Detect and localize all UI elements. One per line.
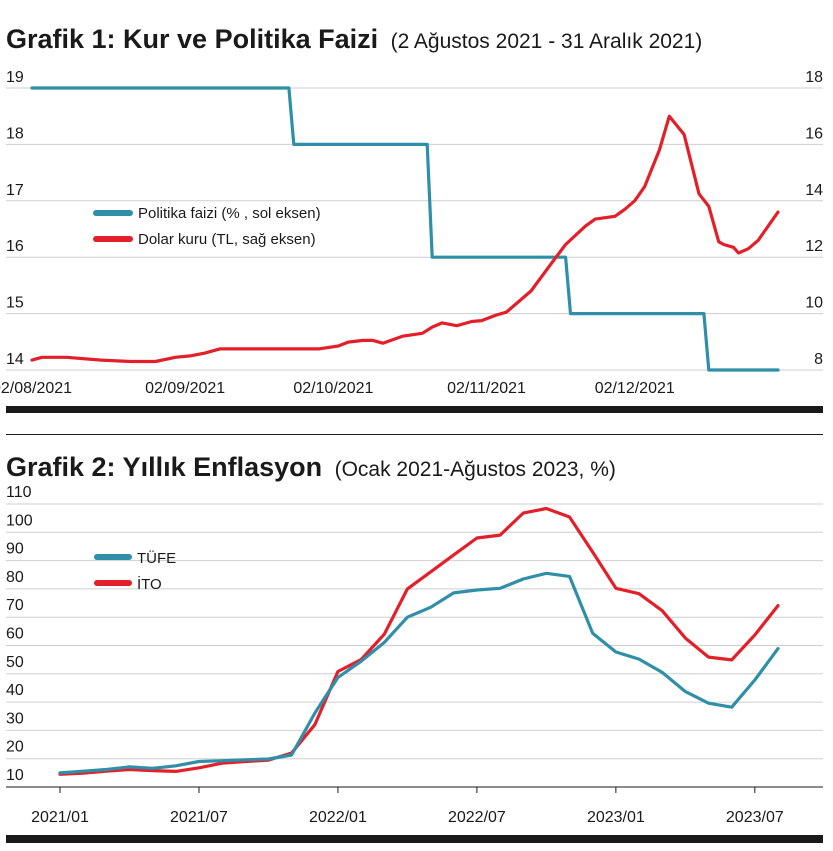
chart1-legend-label: Politika faizi (% , sol eksen) <box>138 205 321 222</box>
chart1-y-right-tick-label: 14 <box>805 182 823 199</box>
dollar-rate-line <box>30 114 780 364</box>
chart1-x-tick-label: 02/11/2021 <box>447 380 526 397</box>
chart1-grid <box>6 87 823 371</box>
chart2-lines <box>58 506 780 776</box>
chart2-y-tick-label: 10 <box>6 767 24 784</box>
chart1-y-left-tick-label: 18 <box>6 125 24 142</box>
chart1-lines <box>30 86 780 372</box>
chart2-y-tick-label: 60 <box>6 626 24 643</box>
chart2-y-tick-label: 80 <box>6 569 24 586</box>
chart1-x-tick-label: 02/10/2021 <box>293 380 373 397</box>
chart2-x-tick-label: 2022/07 <box>448 809 506 826</box>
chart2-y-tick-label: 50 <box>6 654 24 671</box>
chart1-y-left-tick-labels: 14 15 16 17 18 19 <box>6 69 24 368</box>
chart2-subtitle: (Ocak 2021-Ağustos 2023, %) <box>335 458 616 481</box>
chart2-y-tick-label: 30 <box>6 710 24 727</box>
chart2-legend-label: TÜFE <box>137 549 176 567</box>
chart1-y-right-tick-label: 10 <box>805 295 823 312</box>
chart2-y-tick-label: 110 <box>6 484 32 501</box>
chart1-y-right-tick-label: 18 <box>805 69 823 86</box>
chart2-bottom-rule <box>6 835 823 843</box>
chart1-y-left-tick-label: 17 <box>6 182 24 199</box>
chart1-y-right-tick-label: 8 <box>814 351 823 368</box>
chart2-x-tick-label: 2023/07 <box>726 809 784 826</box>
chart1-x-tick-label: 02/08/2021 <box>0 380 72 397</box>
chart1-legend: Politika faizi (% , sol eksen) Dolar kuru… <box>93 205 321 248</box>
chart1-y-left-tick-label: 19 <box>6 69 24 86</box>
chart1-legend-label: Dolar kuru (TL, sağ eksen) <box>138 231 316 248</box>
chart1-title-line: Grafik 1: Kur ve Politika Faizi (2 Ağust… <box>6 24 702 54</box>
ito-line <box>58 506 780 776</box>
chart2-x-tick-label: 2022/01 <box>309 809 367 826</box>
chart2-x-tick-label: 2023/01 <box>587 809 645 826</box>
chart2-title: Grafik 2: Yıllık Enflasyon <box>6 452 322 482</box>
chart1-y-left-tick-label: 16 <box>6 238 24 255</box>
chart2-legend: TÜFE İTO <box>94 549 176 593</box>
chart1-y-right-tick-labels: 8 10 12 14 16 18 <box>805 69 823 368</box>
chart2-title-line: Grafik 2: Yıllık Enflasyon (Ocak 2021-Ağ… <box>6 452 616 482</box>
chart1-y-left-tick-label: 15 <box>6 295 24 312</box>
chart1-y-left-tick-label: 14 <box>6 351 24 368</box>
chart2-y-tick-label: 90 <box>6 541 24 558</box>
chart2-top-rule <box>6 434 823 435</box>
chart1-x-tick-label: 02/09/2021 <box>145 380 225 397</box>
chart1-x-tick-labels: 02/08/2021 02/09/2021 02/10/2021 02/11/2021… <box>0 380 675 397</box>
chart2-y-tick-label: 20 <box>6 739 24 756</box>
chart2-y-tick-labels: 10 20 30 40 50 60 70 80 90 100 110 <box>6 484 33 784</box>
chart1-bottom-rule <box>6 406 823 413</box>
chart1-subtitle: (2 Ağustos 2021 - 31 Aralık 2021) <box>391 30 703 53</box>
chart2-y-tick-label: 40 <box>6 682 24 699</box>
chart2-legend-label: İTO <box>137 575 162 593</box>
chart1-y-right-tick-label: 16 <box>805 125 823 142</box>
chart2-x-tick-labels: 2021/01 2021/07 2022/01 2022/07 2023/01 2023/… <box>31 787 784 826</box>
chart2-x-tick-label: 2021/07 <box>170 809 228 826</box>
tufe-line <box>58 571 780 775</box>
chart1-title: Grafik 1: Kur ve Politika Faizi <box>6 24 378 54</box>
chart2-x-tick-label: 2021/01 <box>31 809 89 826</box>
chart2-y-tick-label: 70 <box>6 597 24 614</box>
chart2-y-tick-label: 100 <box>6 512 33 529</box>
chart1-x-tick-label: 02/12/2021 <box>595 380 675 397</box>
policy-rate-line <box>30 86 780 372</box>
chart2-grid <box>6 503 823 788</box>
chart1-y-right-tick-label: 12 <box>805 238 823 255</box>
